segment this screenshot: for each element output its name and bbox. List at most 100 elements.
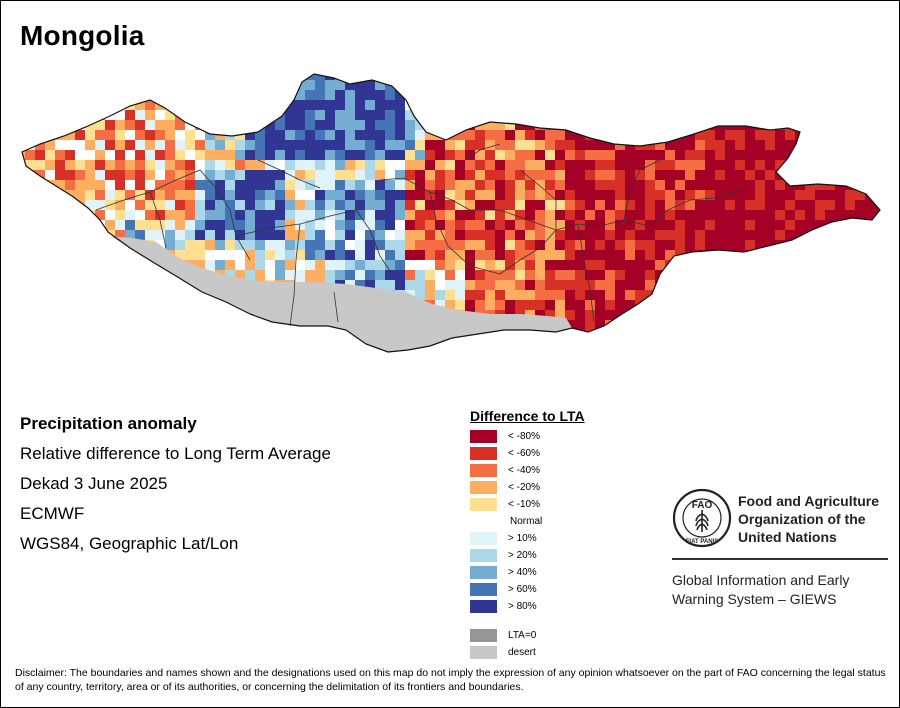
grid-cell (755, 280, 765, 290)
grid-cell (775, 130, 785, 140)
grid-cell (845, 330, 855, 340)
grid-cell (245, 330, 255, 340)
grid-cell (25, 340, 35, 350)
legend-swatch (470, 549, 497, 562)
grid-cell (735, 80, 745, 90)
grid-cell (595, 280, 605, 290)
grid-cell (175, 170, 185, 180)
grid-cell (255, 220, 265, 230)
grid-cell (815, 74, 825, 80)
grid-cell (605, 120, 615, 130)
grid-cell (535, 350, 545, 352)
grid-cell (295, 120, 305, 130)
grid-cell (815, 220, 825, 230)
grid-cell (205, 74, 215, 80)
grid-cell (685, 280, 695, 290)
grid-cell (55, 160, 65, 170)
grid-cell (495, 110, 505, 120)
grid-cell (195, 310, 205, 320)
grid-cell (545, 310, 555, 320)
grid-cell (775, 200, 785, 210)
grid-cell (225, 80, 235, 90)
grid-cell (195, 200, 205, 210)
grid-cell (495, 74, 505, 80)
grid-cell (105, 190, 115, 200)
grid-cell (275, 180, 285, 190)
grid-cell (455, 130, 465, 140)
grid-cell (265, 330, 275, 340)
grid-cell (575, 220, 585, 230)
grid-cell (285, 210, 295, 220)
grid-cell (855, 170, 865, 180)
grid-cell (875, 240, 880, 250)
grid-cell (665, 80, 675, 90)
legend-label: > 80% (508, 601, 537, 612)
grid-cell (525, 220, 535, 230)
grid-cell (805, 110, 815, 120)
grid-cell (775, 74, 785, 80)
grid-cell (695, 310, 705, 320)
grid-cell (565, 170, 575, 180)
grid-cell (95, 90, 105, 100)
grid-cell (205, 80, 215, 90)
grid-cell (155, 340, 165, 350)
grid-cell (715, 220, 725, 230)
grid-cell (885, 250, 895, 260)
grid-cell (685, 140, 695, 150)
legend-entry: > 60% (470, 582, 650, 599)
grid-cell (255, 190, 265, 200)
grid-cell (165, 160, 175, 170)
grid-cell (655, 350, 665, 352)
grid-cell (615, 330, 625, 340)
grid-cell (565, 300, 575, 310)
grid-cell (785, 170, 795, 180)
grid-cell (165, 190, 175, 200)
grid-cell (685, 270, 695, 280)
grid-cell (505, 240, 515, 250)
province-boundary (555, 219, 651, 231)
grid-cell (685, 220, 695, 230)
grid-cell (35, 300, 45, 310)
grid-cell (885, 120, 895, 130)
grid-cell (705, 190, 715, 200)
grid-cell (225, 74, 235, 80)
grid-cell (745, 140, 755, 150)
grid-cell (885, 320, 895, 330)
grid-cell (585, 280, 595, 290)
grid-cell (865, 180, 875, 190)
grid-cell (875, 74, 880, 80)
grid-cell (635, 200, 645, 210)
grid-cell (215, 170, 225, 180)
grid-cell (675, 350, 685, 352)
grid-cell (415, 280, 425, 290)
grid-cell (595, 150, 605, 160)
grid-cell (505, 200, 515, 210)
grid-cell (845, 100, 855, 110)
grid-cell (465, 100, 475, 110)
province-boundary (289, 223, 301, 327)
grid-cell (255, 110, 265, 120)
grid-cell (355, 170, 365, 180)
grid-cell (645, 240, 655, 250)
grid-cell (365, 260, 375, 270)
legend-entry: > 40% (470, 565, 650, 582)
grid-cell (225, 260, 235, 270)
grid-cell (765, 290, 775, 300)
grid-cell (795, 340, 805, 350)
province-boundaries (95, 143, 741, 327)
grid-cell (875, 190, 880, 200)
grid-cell (655, 190, 665, 200)
grid-cell (855, 110, 865, 120)
grid-cell (25, 160, 35, 170)
grid-cell (755, 310, 765, 320)
grid-cell (475, 250, 485, 260)
grid-cell (65, 270, 75, 280)
grid-cell (355, 350, 365, 352)
grid-cell (565, 180, 575, 190)
grid-cell (855, 200, 865, 210)
grid-cell (525, 260, 535, 270)
grid-cell (715, 140, 725, 150)
desert-area (110, 236, 572, 352)
grid-cell (475, 280, 485, 290)
grid-cell (75, 240, 85, 250)
